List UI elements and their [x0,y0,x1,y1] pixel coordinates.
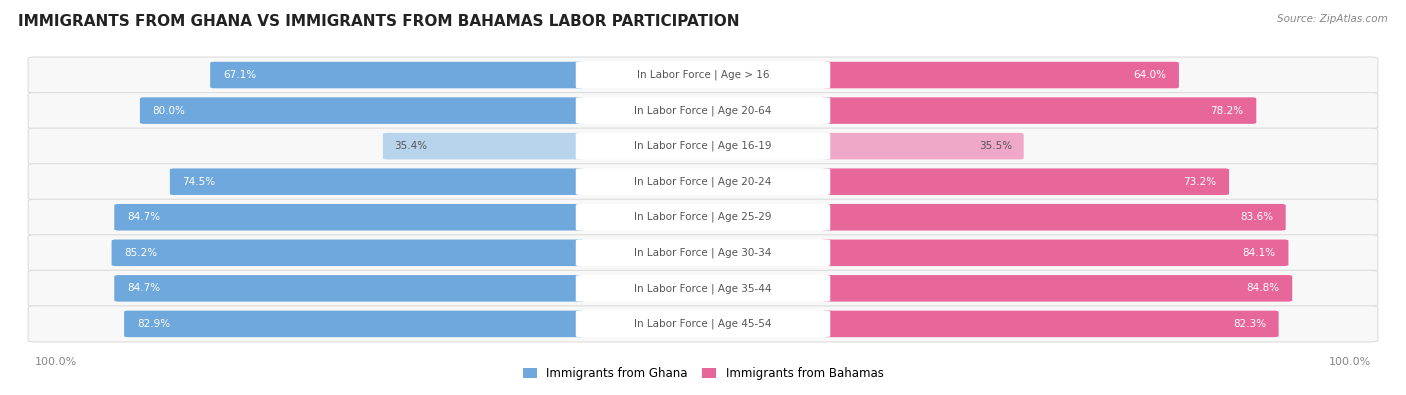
FancyBboxPatch shape [821,239,1288,266]
Text: 100.0%: 100.0% [1329,357,1371,367]
FancyBboxPatch shape [821,62,1178,88]
FancyBboxPatch shape [821,275,1292,302]
Text: 85.2%: 85.2% [124,248,157,258]
Text: In Labor Force | Age > 16: In Labor Force | Age > 16 [637,70,769,80]
FancyBboxPatch shape [28,164,1378,200]
Text: In Labor Force | Age 20-64: In Labor Force | Age 20-64 [634,105,772,116]
FancyBboxPatch shape [576,310,830,337]
FancyBboxPatch shape [28,57,1378,93]
Text: 64.0%: 64.0% [1133,70,1167,80]
FancyBboxPatch shape [576,204,830,231]
FancyBboxPatch shape [382,133,585,160]
FancyBboxPatch shape [209,62,585,88]
Text: In Labor Force | Age 16-19: In Labor Force | Age 16-19 [634,141,772,151]
Text: 82.3%: 82.3% [1233,319,1265,329]
Text: 82.9%: 82.9% [136,319,170,329]
FancyBboxPatch shape [821,168,1229,195]
FancyBboxPatch shape [576,62,830,88]
FancyBboxPatch shape [114,204,585,231]
FancyBboxPatch shape [576,275,830,302]
Text: 84.7%: 84.7% [127,212,160,222]
Text: 78.2%: 78.2% [1211,105,1244,116]
Text: 35.4%: 35.4% [394,141,427,151]
FancyBboxPatch shape [821,204,1285,231]
Text: In Labor Force | Age 30-34: In Labor Force | Age 30-34 [634,248,772,258]
FancyBboxPatch shape [28,92,1378,129]
Text: Source: ZipAtlas.com: Source: ZipAtlas.com [1277,14,1388,24]
FancyBboxPatch shape [28,270,1378,307]
Text: In Labor Force | Age 35-44: In Labor Force | Age 35-44 [634,283,772,293]
Text: 100.0%: 100.0% [35,357,77,367]
Text: 84.1%: 84.1% [1243,248,1275,258]
Text: In Labor Force | Age 25-29: In Labor Force | Age 25-29 [634,212,772,222]
Text: 35.5%: 35.5% [980,141,1012,151]
FancyBboxPatch shape [111,239,585,266]
Text: 80.0%: 80.0% [152,105,186,116]
FancyBboxPatch shape [576,239,830,266]
FancyBboxPatch shape [821,310,1278,337]
FancyBboxPatch shape [821,133,1024,160]
FancyBboxPatch shape [576,97,830,124]
Text: 67.1%: 67.1% [222,70,256,80]
Text: In Labor Force | Age 20-24: In Labor Force | Age 20-24 [634,177,772,187]
FancyBboxPatch shape [114,275,585,302]
FancyBboxPatch shape [576,168,830,195]
Text: 84.8%: 84.8% [1247,283,1279,293]
FancyBboxPatch shape [821,97,1257,124]
FancyBboxPatch shape [28,199,1378,235]
Text: 73.2%: 73.2% [1184,177,1216,187]
FancyBboxPatch shape [28,306,1378,342]
Text: 84.7%: 84.7% [127,283,160,293]
FancyBboxPatch shape [28,235,1378,271]
Text: 83.6%: 83.6% [1240,212,1272,222]
FancyBboxPatch shape [170,168,585,195]
Text: IMMIGRANTS FROM GHANA VS IMMIGRANTS FROM BAHAMAS LABOR PARTICIPATION: IMMIGRANTS FROM GHANA VS IMMIGRANTS FROM… [18,14,740,29]
Text: 74.5%: 74.5% [183,177,215,187]
Legend: Immigrants from Ghana, Immigrants from Bahamas: Immigrants from Ghana, Immigrants from B… [517,363,889,385]
FancyBboxPatch shape [139,97,585,124]
FancyBboxPatch shape [28,128,1378,164]
FancyBboxPatch shape [124,310,585,337]
FancyBboxPatch shape [576,133,830,160]
Text: In Labor Force | Age 45-54: In Labor Force | Age 45-54 [634,319,772,329]
